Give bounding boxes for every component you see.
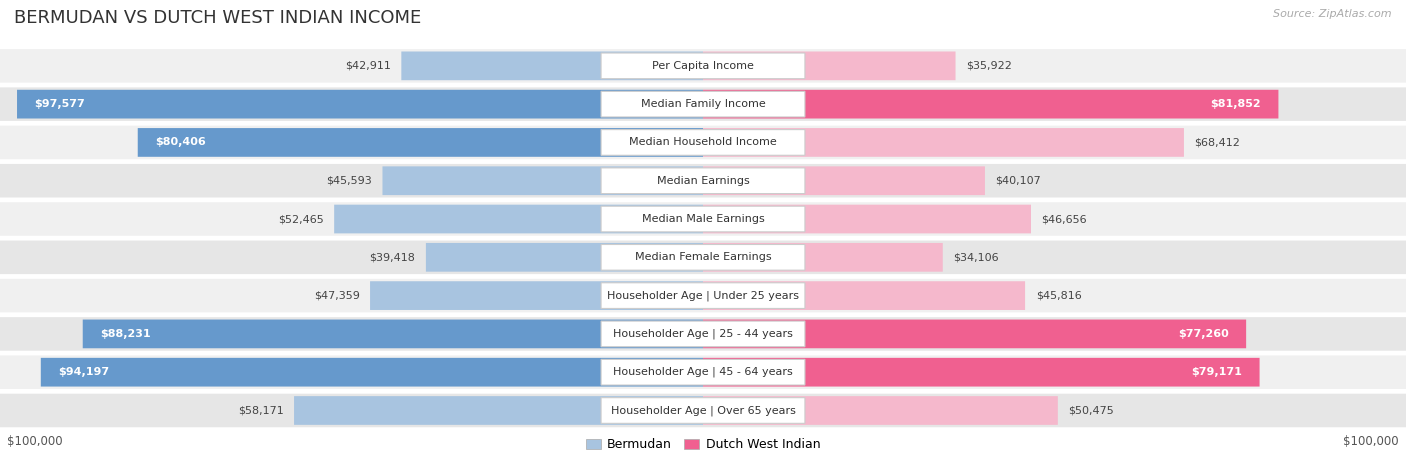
- FancyBboxPatch shape: [0, 87, 1406, 121]
- Text: Median Family Income: Median Family Income: [641, 99, 765, 109]
- FancyBboxPatch shape: [600, 283, 806, 308]
- FancyBboxPatch shape: [600, 321, 806, 347]
- FancyBboxPatch shape: [703, 128, 1184, 157]
- Legend: Bermudan, Dutch West Indian: Bermudan, Dutch West Indian: [581, 433, 825, 456]
- FancyBboxPatch shape: [703, 205, 1031, 234]
- Text: Median Household Income: Median Household Income: [628, 137, 778, 148]
- Text: Median Female Earnings: Median Female Earnings: [634, 252, 772, 262]
- FancyBboxPatch shape: [0, 164, 1406, 198]
- Text: $68,412: $68,412: [1195, 137, 1240, 148]
- FancyBboxPatch shape: [600, 245, 806, 270]
- Text: $79,171: $79,171: [1191, 367, 1241, 377]
- FancyBboxPatch shape: [401, 51, 703, 80]
- FancyBboxPatch shape: [335, 205, 703, 234]
- Text: $39,418: $39,418: [370, 252, 415, 262]
- Text: $47,359: $47,359: [314, 290, 360, 301]
- FancyBboxPatch shape: [426, 243, 703, 272]
- FancyBboxPatch shape: [294, 396, 703, 425]
- Text: $42,911: $42,911: [344, 61, 391, 71]
- FancyBboxPatch shape: [41, 358, 703, 387]
- Text: $58,171: $58,171: [238, 405, 284, 416]
- FancyBboxPatch shape: [600, 168, 806, 193]
- FancyBboxPatch shape: [703, 166, 986, 195]
- FancyBboxPatch shape: [600, 92, 806, 117]
- Text: $88,231: $88,231: [100, 329, 150, 339]
- FancyBboxPatch shape: [703, 51, 956, 80]
- Text: $40,107: $40,107: [995, 176, 1042, 186]
- Text: Householder Age | Under 25 years: Householder Age | Under 25 years: [607, 290, 799, 301]
- FancyBboxPatch shape: [0, 202, 1406, 236]
- FancyBboxPatch shape: [703, 90, 1278, 119]
- FancyBboxPatch shape: [703, 396, 1057, 425]
- Text: Median Male Earnings: Median Male Earnings: [641, 214, 765, 224]
- FancyBboxPatch shape: [0, 279, 1406, 312]
- FancyBboxPatch shape: [0, 49, 1406, 83]
- Text: $94,197: $94,197: [59, 367, 110, 377]
- FancyBboxPatch shape: [17, 90, 703, 119]
- Text: BERMUDAN VS DUTCH WEST INDIAN INCOME: BERMUDAN VS DUTCH WEST INDIAN INCOME: [14, 9, 422, 28]
- FancyBboxPatch shape: [600, 130, 806, 155]
- Text: Median Earnings: Median Earnings: [657, 176, 749, 186]
- Text: $80,406: $80,406: [155, 137, 207, 148]
- FancyBboxPatch shape: [0, 126, 1406, 159]
- FancyBboxPatch shape: [600, 206, 806, 232]
- Text: $52,465: $52,465: [278, 214, 323, 224]
- Text: $97,577: $97,577: [35, 99, 86, 109]
- FancyBboxPatch shape: [703, 358, 1260, 387]
- Text: $35,922: $35,922: [966, 61, 1012, 71]
- Text: $100,000: $100,000: [1343, 435, 1399, 448]
- FancyBboxPatch shape: [703, 243, 943, 272]
- Text: $46,656: $46,656: [1042, 214, 1087, 224]
- FancyBboxPatch shape: [83, 319, 703, 348]
- FancyBboxPatch shape: [703, 281, 1025, 310]
- Text: Source: ZipAtlas.com: Source: ZipAtlas.com: [1274, 9, 1392, 19]
- FancyBboxPatch shape: [600, 398, 806, 423]
- Text: $50,475: $50,475: [1069, 405, 1114, 416]
- Text: $100,000: $100,000: [7, 435, 63, 448]
- FancyBboxPatch shape: [382, 166, 703, 195]
- FancyBboxPatch shape: [600, 53, 806, 78]
- FancyBboxPatch shape: [0, 241, 1406, 274]
- FancyBboxPatch shape: [600, 360, 806, 385]
- FancyBboxPatch shape: [370, 281, 703, 310]
- FancyBboxPatch shape: [138, 128, 703, 157]
- Text: Per Capita Income: Per Capita Income: [652, 61, 754, 71]
- Text: $77,260: $77,260: [1178, 329, 1229, 339]
- Text: Householder Age | 25 - 44 years: Householder Age | 25 - 44 years: [613, 329, 793, 339]
- FancyBboxPatch shape: [0, 317, 1406, 351]
- Text: $45,593: $45,593: [326, 176, 373, 186]
- FancyBboxPatch shape: [0, 355, 1406, 389]
- Text: $81,852: $81,852: [1211, 99, 1261, 109]
- FancyBboxPatch shape: [703, 319, 1246, 348]
- FancyBboxPatch shape: [0, 394, 1406, 427]
- Text: $34,106: $34,106: [953, 252, 998, 262]
- Text: $45,816: $45,816: [1036, 290, 1081, 301]
- Text: Householder Age | Over 65 years: Householder Age | Over 65 years: [610, 405, 796, 416]
- Text: Householder Age | 45 - 64 years: Householder Age | 45 - 64 years: [613, 367, 793, 377]
